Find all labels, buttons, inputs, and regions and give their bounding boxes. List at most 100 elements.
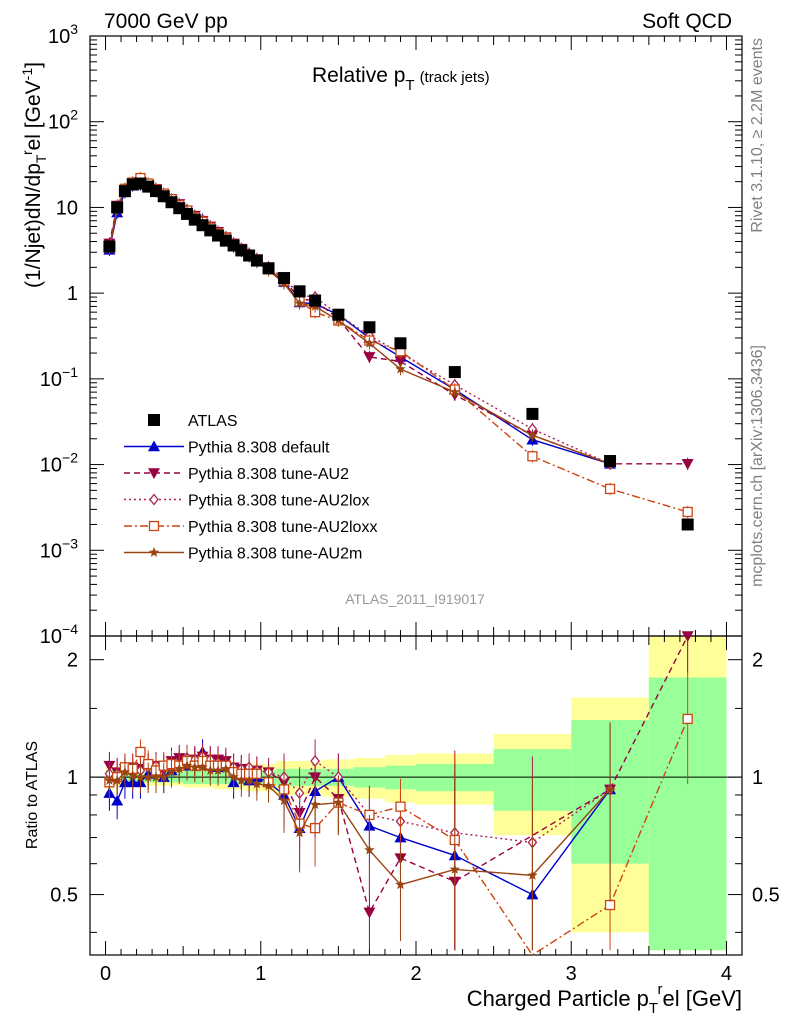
legend-marker: [149, 493, 159, 506]
ratio-point: [135, 771, 146, 782]
series-line: [108, 182, 611, 465]
ratio-point: [263, 780, 274, 791]
ratio-point: [243, 775, 255, 785]
ratio-point: [197, 761, 208, 772]
series-0: [103, 178, 617, 470]
y-tick-base: 10: [40, 369, 62, 391]
x-axis-label-sub: T: [649, 1000, 658, 1017]
ratio-point: [181, 760, 193, 771]
atlas-point: [394, 337, 407, 350]
data-point: [682, 506, 693, 518]
y-tick-label: 102: [48, 107, 78, 134]
y-tick-base: 10: [40, 455, 62, 477]
series-4: [104, 177, 616, 470]
y-tick-label: 10−2: [40, 450, 78, 477]
legend-label: Pythia 8.308 tune-AU2loxx: [188, 519, 377, 536]
main-panel-series: [103, 171, 694, 531]
ratio-point: [143, 771, 154, 782]
ratio-point: [310, 754, 320, 768]
ratio-point: [150, 771, 162, 782]
ratio-y-axis-label: Ratio to ATLAS: [24, 741, 41, 849]
atlas-point: [111, 201, 124, 214]
legend-item-4: Pythia 8.308 tune-AU2loxx: [124, 519, 377, 536]
ratio-tick-label-right: 0.5: [752, 885, 780, 907]
ratio-point: [205, 765, 216, 775]
y-tick-exp: −3: [62, 535, 78, 551]
legend-item-3: Pythia 8.308 tune-AU2lox: [124, 493, 369, 510]
series-line: [108, 181, 611, 465]
y-axis-label-sup: r: [19, 150, 35, 155]
analysis-watermark: ATLAS_2011_I919017: [345, 591, 485, 607]
ratio-point: [681, 631, 694, 642]
atlas-point: [526, 407, 539, 420]
ratio-point: [604, 899, 616, 911]
atlas-point: [293, 285, 306, 298]
data-point: [395, 363, 406, 374]
atlas-point: [309, 294, 322, 307]
legend-marker: [148, 414, 160, 426]
series-line: [108, 183, 611, 465]
x-tick-label: 4: [721, 963, 732, 985]
ratio-point: [449, 863, 460, 874]
plot-title-main: Relative p: [312, 64, 405, 87]
legend-marker: [148, 440, 160, 452]
ratio-point: [236, 775, 247, 785]
ratio-point: [166, 766, 177, 777]
ratio-point: [251, 778, 263, 789]
y-tick-base: 10: [40, 540, 62, 562]
y-tick-base: 10: [48, 112, 70, 134]
y-axis-label-close: ]: [22, 62, 45, 68]
ratio-point: [364, 844, 375, 855]
y-tick-label: 1: [67, 283, 78, 305]
plot-title: Relative pT (track jets): [312, 64, 490, 94]
atlas-point: [332, 308, 345, 321]
ratio-point: [189, 761, 200, 772]
atlas-point: [250, 254, 263, 267]
data-point: [604, 483, 616, 495]
data-point: [294, 297, 305, 308]
y-tick-label: 10−3: [40, 535, 78, 562]
ratio-point: [220, 763, 232, 774]
atlas-point: [103, 240, 116, 253]
ratio-point: [309, 799, 321, 810]
y-tick-label: 10: [56, 197, 78, 219]
ratio-point: [119, 766, 131, 777]
series-atlas: [103, 177, 694, 531]
legend-marker: [148, 547, 160, 557]
ratio-tick-label-left: 0.5: [50, 885, 78, 907]
header-left: 7000 GeV pp: [104, 10, 228, 33]
legend: ATLAS Pythia 8.308 default Pythia 8.308 tu…: [124, 413, 377, 563]
y-axis-label-tail: el [GeV: [22, 80, 45, 150]
mcplots-label: mcplots.cern.ch [arXiv:1306.3436]: [749, 345, 766, 587]
ratio-point: [111, 775, 123, 785]
y-tick-base: 10: [48, 26, 70, 48]
atlas-point: [363, 321, 376, 334]
plot-title-sub: T: [405, 77, 414, 94]
x-axis-label-sup: r: [658, 981, 663, 998]
x-tick-label: 0: [100, 963, 111, 985]
ratio-point: [127, 769, 138, 780]
ratio-point: [682, 713, 693, 725]
data-point: [527, 429, 538, 440]
data-point: [364, 337, 375, 348]
legend-label: Pythia 8.308 tune-AU2m: [188, 546, 362, 563]
legend-label: Pythia 8.308 tune-AU2lox: [188, 493, 369, 510]
atlas-point: [278, 272, 291, 285]
y-tick-label: 103: [48, 21, 78, 48]
y-axis-label: (1/Njet)dN/dpTrel [GeV-1]: [19, 62, 49, 288]
atlas-point: [604, 455, 617, 468]
legend-item-5: Pythia 8.308 tune-AU2m: [124, 546, 362, 563]
legend-marker: [148, 468, 160, 479]
y-axis-label-exp: -1: [19, 68, 35, 81]
ratio-tick-label-right: 1: [752, 767, 763, 789]
ratio-point: [158, 771, 169, 782]
series-2: [104, 175, 615, 470]
x-tick-label: 2: [410, 963, 421, 985]
x-axis-label: Charged Particle pTrel [GeV]: [467, 981, 742, 1017]
ratio-uncertainty-bands: [105, 636, 727, 951]
atlas-point: [262, 262, 275, 275]
legend-label: ATLAS: [188, 413, 238, 430]
ratio-tick-label-right: 2: [752, 650, 763, 672]
y-tick-label: 10−4: [40, 621, 78, 648]
